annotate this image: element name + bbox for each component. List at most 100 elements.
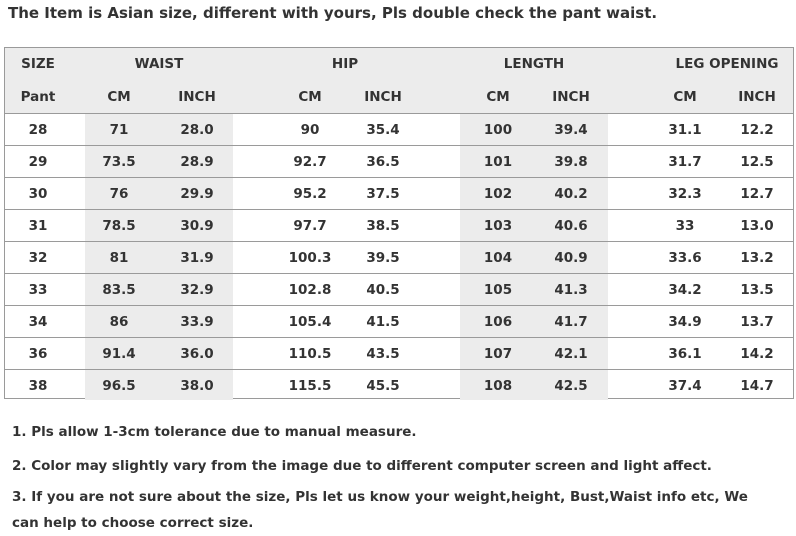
table-cell: 41.5 (366, 314, 400, 330)
table-cell: 33.6 (668, 250, 702, 266)
table-cell: 31.9 (180, 250, 214, 266)
table-cell: 31.1 (668, 122, 702, 138)
table-cell: 40.5 (366, 282, 400, 298)
header-hip: HIP (331, 56, 359, 72)
header-waist: WAIST (134, 56, 184, 72)
row-divider (5, 209, 793, 210)
table-cell: 71 (109, 122, 129, 138)
table-cell: 92.7 (293, 154, 327, 170)
table-cell: 40.2 (554, 186, 588, 202)
table-cell: 90 (300, 122, 320, 138)
table-cell: 36.5 (366, 154, 400, 170)
table-cell: 32.3 (668, 186, 702, 202)
table-cell: 31 (28, 218, 48, 234)
table-row: 33 83.5 32.9 102.8 40.5 105 41.3 34.2 13.5 (5, 274, 793, 306)
table-cell: 38.0 (180, 378, 214, 394)
table-cell: 29.9 (180, 186, 214, 202)
table-row: 31 78.5 30.9 97.7 38.5 103 40.6 33 13.0 (5, 210, 793, 242)
table-cell: 39.8 (554, 154, 588, 170)
row-divider (5, 145, 793, 146)
table-cell: 103 (483, 218, 513, 234)
table-cell: 12.7 (740, 186, 774, 202)
table-cell: 36.0 (180, 346, 214, 362)
table-cell: 40.9 (554, 250, 588, 266)
table-row: 36 91.4 36.0 110.5 43.5 107 42.1 36.1 14.2 (5, 338, 793, 370)
subheader-cell: Pant (20, 88, 56, 105)
table-row: 28 71 28.0 90 35.4 100 39.4 31.1 12.2 (5, 114, 793, 146)
table-cell: 29 (28, 154, 48, 170)
table-cell: 115.5 (288, 378, 332, 394)
header-size: SIZE (21, 56, 55, 72)
table-cell: 38 (28, 378, 48, 394)
subheader-cell: CM (107, 88, 131, 105)
page-title: The Item is Asian size, different with y… (8, 4, 658, 22)
table-cell: 45.5 (366, 378, 400, 394)
sub-header-row: Pant CM INCH CM INCH CM INCH CM INCH (5, 80, 793, 113)
table-row: 29 73.5 28.9 92.7 36.5 101 39.8 31.7 12.5 (5, 146, 793, 178)
size-chart-table: SIZE WAIST HIP LENGTH LEG OPENING Pant CM… (4, 47, 794, 402)
table-cell: 107 (483, 346, 513, 362)
table-cell: 97.7 (293, 218, 327, 234)
table-cell: 35.4 (366, 122, 400, 138)
subheader-cell: CM (486, 88, 510, 105)
table-cell: 81 (109, 250, 129, 266)
row-divider (5, 241, 793, 242)
subheader-cell: CM (673, 88, 697, 105)
table-cell: 34.9 (668, 314, 702, 330)
table-cell: 100.3 (288, 250, 332, 266)
table-cell: 106 (483, 314, 513, 330)
table-cell: 91.4 (102, 346, 136, 362)
table-cell: 33 (28, 282, 48, 298)
table-cell: 33 (675, 218, 695, 234)
table-cell: 13.5 (740, 282, 774, 298)
subheader-cell: INCH (552, 88, 590, 105)
note-3: 3. If you are not sure about the size, P… (12, 489, 748, 531)
table-cell: 33.9 (180, 314, 214, 330)
table-cell: 101 (483, 154, 513, 170)
table-cell: 42.5 (554, 378, 588, 394)
table-cell: 28.0 (180, 122, 214, 138)
table-cell: 30.9 (180, 218, 214, 234)
table-cell: 34.2 (668, 282, 702, 298)
table-cell: 96.5 (102, 378, 136, 394)
table-cell: 34 (28, 314, 48, 330)
header-divider (5, 113, 793, 114)
table-cell: 41.7 (554, 314, 588, 330)
table-cell: 110.5 (288, 346, 332, 362)
table-cell: 42.1 (554, 346, 588, 362)
subheader-cell: INCH (178, 88, 216, 105)
table-row: 38 96.5 38.0 115.5 45.5 108 42.5 37.4 14.7 (5, 370, 793, 402)
table-row: 34 86 33.9 105.4 41.5 106 41.7 34.9 13.7 (5, 306, 793, 338)
table-cell: 43.5 (366, 346, 400, 362)
table-cell: 41.3 (554, 282, 588, 298)
row-divider (5, 305, 793, 306)
table-cell: 28.9 (180, 154, 214, 170)
table-cell: 38.5 (366, 218, 400, 234)
subheader-cell: INCH (364, 88, 402, 105)
table-cell: 30 (28, 186, 48, 202)
table-cell: 13.2 (740, 250, 774, 266)
row-divider (5, 273, 793, 274)
table-cell: 13.7 (740, 314, 774, 330)
table-cell: 73.5 (102, 154, 136, 170)
table-cell: 39.4 (554, 122, 588, 138)
table-cell: 102.8 (288, 282, 332, 298)
row-divider (5, 369, 793, 370)
table-cell: 76 (109, 186, 129, 202)
table-cell: 104 (483, 250, 513, 266)
header-background (5, 48, 793, 113)
subheader-cell: CM (298, 88, 322, 105)
table-cell: 36 (28, 346, 48, 362)
table-cell: 102 (483, 186, 513, 202)
table-cell: 31.7 (668, 154, 702, 170)
table-cell: 40.6 (554, 218, 588, 234)
table-cell: 39.5 (366, 250, 400, 266)
note-2: 2. Color may slightly vary from the imag… (12, 458, 712, 474)
subheader-cell: INCH (738, 88, 776, 105)
row-divider (5, 177, 793, 178)
table-cell: 28 (28, 122, 48, 138)
table-cell: 86 (109, 314, 129, 330)
table-cell: 14.2 (740, 346, 774, 362)
table-cell: 12.2 (740, 122, 774, 138)
table-cell: 12.5 (740, 154, 774, 170)
